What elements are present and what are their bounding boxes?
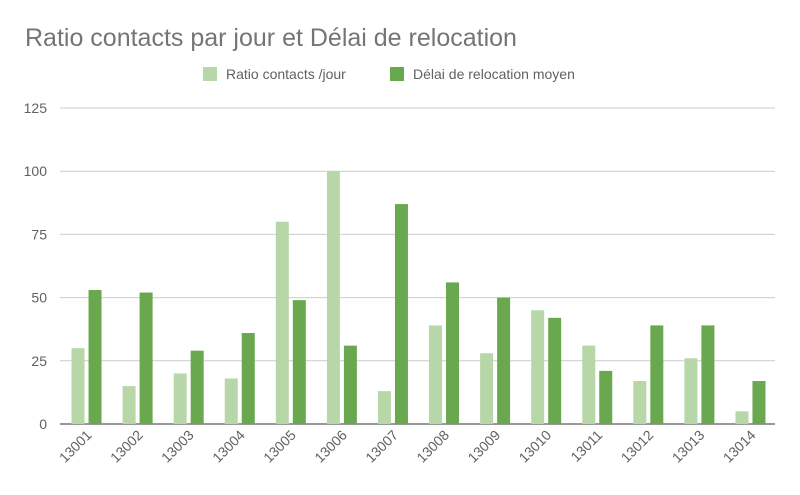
x-tick-label: 13011 [567,427,605,465]
bar-13007-series-1 [394,204,408,424]
bar-13010-series-1 [548,317,562,424]
bar-13001-series-0 [71,348,85,424]
x-tick-label: 13013 [669,427,708,466]
bar-13013-series-0 [684,358,698,424]
bar-13003-series-0 [173,373,187,424]
bar-13009-series-1 [497,297,511,424]
y-tick-label: 25 [31,353,47,369]
x-tick-label: 13003 [158,427,197,466]
bar-13009-series-0 [480,353,494,424]
x-tick-label: 13006 [311,427,350,466]
x-tick-label: 13008 [413,427,452,466]
bar-13007-series-0 [377,391,391,424]
x-tick-label: 13012 [618,427,657,466]
x-tick-label: 13007 [362,427,401,466]
bar-13006-series-0 [326,171,340,424]
legend-label-0: Ratio contacts /jour [226,66,346,82]
y-tick-label: 100 [24,163,48,179]
y-tick-label: 50 [31,290,47,306]
bar-13012-series-1 [650,325,664,424]
x-tick-label: 13010 [515,427,554,466]
x-tick-label: 13014 [720,427,759,466]
bars [71,171,766,424]
bar-13008-series-0 [429,325,443,424]
y-tick-label: 125 [24,100,48,116]
x-axis-labels: 13001 13002 13003 13004 13005 13006 13007 13008… [56,427,759,466]
bar-13012-series-0 [633,381,647,424]
bar-13002-series-1 [139,292,153,424]
bar-13011-series-0 [582,345,596,424]
y-tick-label: 0 [39,416,47,432]
bar-13002-series-0 [122,386,136,424]
bar-13005-series-0 [275,221,289,424]
legend-swatch-0 [203,67,217,81]
x-tick-label: 13001 [56,427,95,466]
y-tick-label: 75 [31,226,47,242]
legend-label-1: Délai de relocation moyen [413,66,575,82]
bar-13010-series-0 [531,310,545,424]
bar-13008-series-1 [446,282,460,424]
x-tick-label: 13002 [107,427,146,466]
bar-13003-series-1 [190,350,204,424]
x-tick-label: 13004 [209,427,248,466]
legend: Ratio contacts /jour Délai de relocation … [203,66,575,82]
bar-13013-series-1 [701,325,715,424]
x-tick-label: 13009 [464,427,503,466]
bar-13005-series-1 [292,300,306,424]
bar-13001-series-1 [88,290,102,424]
chart-title: Ratio contacts par jour et Délai de relo… [25,24,517,52]
bar-13011-series-1 [599,370,613,424]
x-tick-label: 13005 [260,427,299,466]
legend-swatch-1 [390,67,404,81]
bar-13014-series-0 [735,411,749,424]
bar-13006-series-1 [343,345,357,424]
bar-13004-series-0 [224,378,238,424]
bar-13004-series-1 [241,332,255,424]
bar-13014-series-1 [752,381,766,424]
